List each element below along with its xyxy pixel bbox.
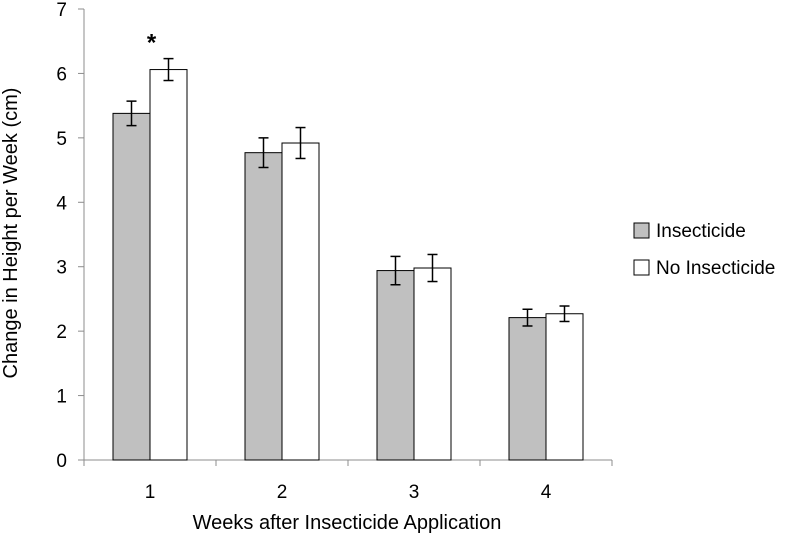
annotations: * [147, 30, 157, 57]
error-bar-insecticide-week-1 [126, 100, 137, 127]
error-bar-insecticide-week-2 [258, 137, 269, 169]
x-tick-label-4: 4 [541, 482, 552, 503]
bar-insecticide-week-4 [508, 317, 547, 461]
bar-no-insecticide-week-3 [413, 267, 452, 461]
y-tick-label-5: 5 [56, 129, 67, 150]
bar-insecticide-week-3 [376, 270, 415, 461]
legend-swatch-insecticide [633, 222, 650, 239]
bar-no-insecticide-week-1 [149, 69, 188, 461]
y-tick-label-1: 1 [56, 387, 67, 408]
error-bar-no-insecticide-week-3 [427, 253, 438, 283]
x-tick-label-2: 2 [277, 482, 288, 503]
bars [112, 69, 584, 461]
x-tick-label-3: 3 [409, 482, 420, 503]
error-bar-no-insecticide-week-1 [163, 57, 174, 82]
y-tick-label-2: 2 [56, 322, 67, 343]
y-tick-label-3: 3 [56, 258, 67, 279]
y-axis-title: Change in Height per Week (cm) [0, 88, 22, 379]
legend-label-no-insecticide: No Insecticide [656, 258, 775, 279]
legend: Insecticide No Insecticide [633, 221, 775, 279]
y-tick-label-6: 6 [56, 64, 67, 85]
error-bar-insecticide-week-3 [390, 255, 401, 286]
y-tick-label-0: 0 [56, 451, 67, 472]
bar-insecticide-week-2 [244, 152, 283, 461]
error-bars [126, 57, 570, 327]
y-tick-label-4: 4 [56, 193, 67, 214]
x-axis-title: Weeks after Insecticide Application [193, 512, 502, 534]
error-bar-no-insecticide-week-2 [295, 126, 306, 160]
bar-insecticide-week-1 [112, 112, 151, 461]
legend-label-insecticide: Insecticide [656, 221, 746, 242]
error-bar-insecticide-week-4 [522, 308, 533, 327]
significance-asterisk: * [147, 30, 157, 57]
error-bar-no-insecticide-week-4 [559, 305, 570, 323]
bar-no-insecticide-week-2 [281, 142, 320, 461]
legend-swatch-no-insecticide [633, 259, 650, 276]
x-tick-label-1: 1 [145, 482, 156, 503]
y-tick-label-7: 7 [56, 0, 67, 21]
bar-no-insecticide-week-4 [545, 313, 584, 461]
